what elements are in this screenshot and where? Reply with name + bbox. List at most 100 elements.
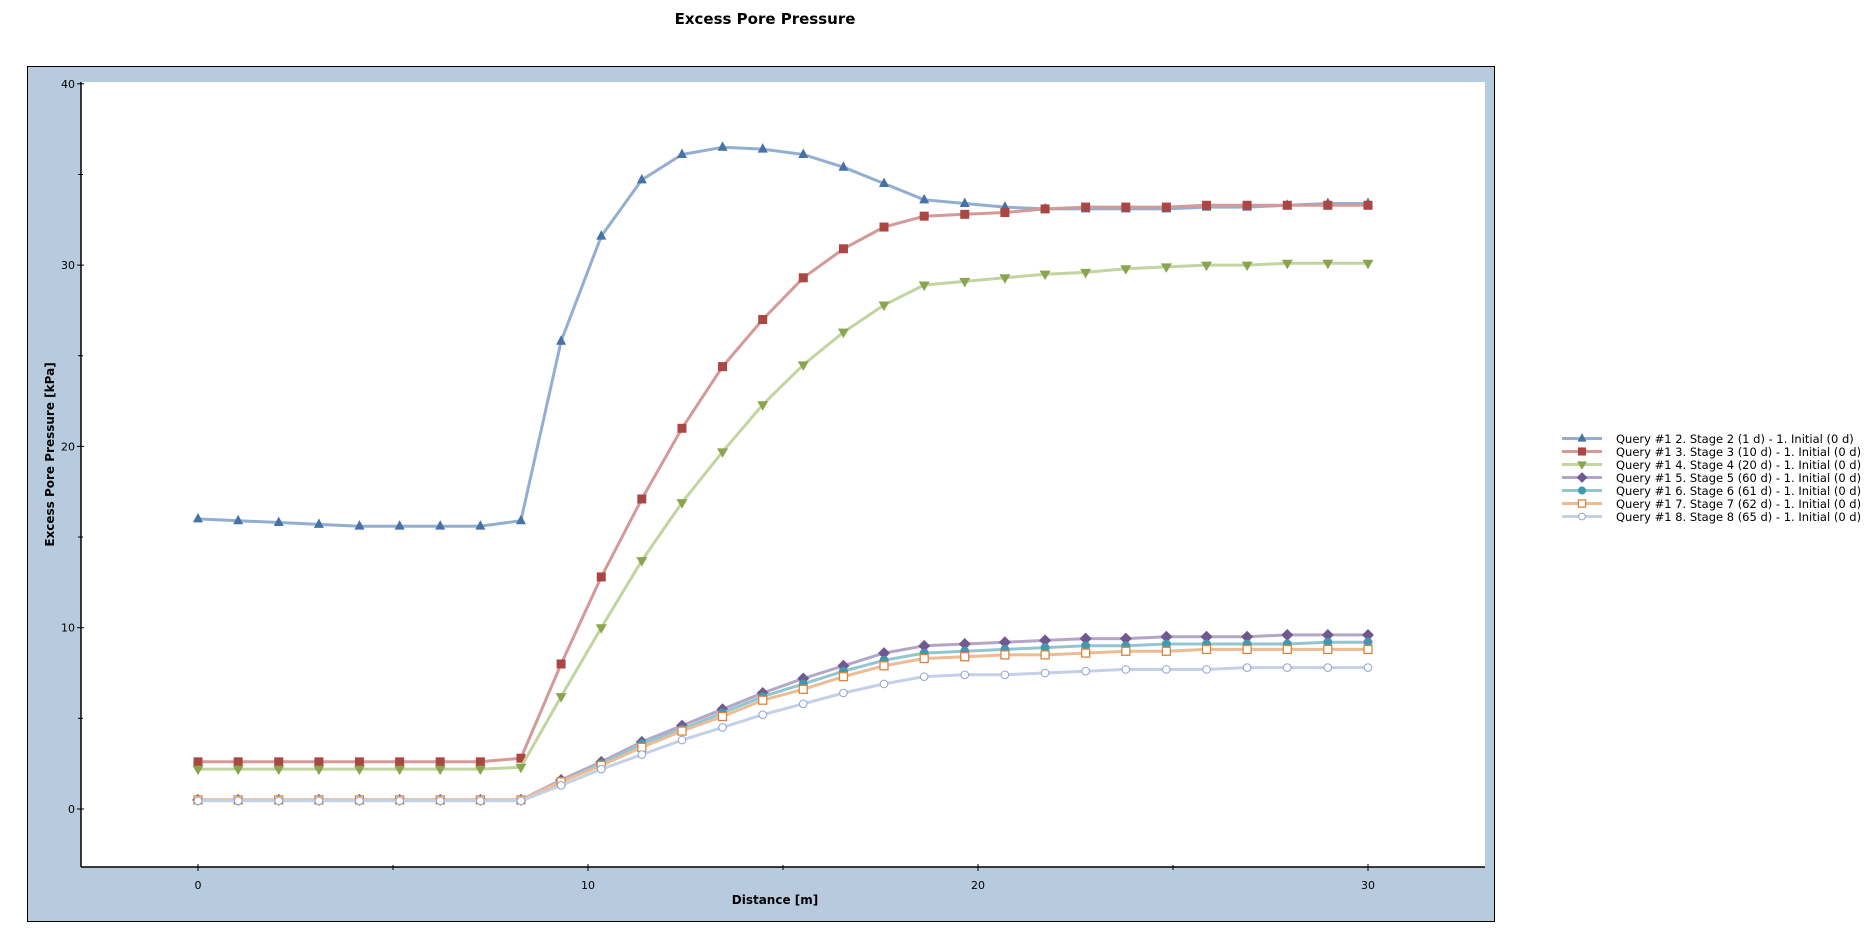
legend: Query #1 2. Stage 2 (1 d) - 1. Initial (… <box>1562 431 1862 524</box>
data-point <box>637 742 647 752</box>
data-point <box>395 796 404 806</box>
data-point <box>1000 650 1010 660</box>
legend-label: Query #1 2. Stage 2 (1 d) - 1. Initial (… <box>1616 431 1854 446</box>
data-point <box>1363 663 1373 672</box>
legend-item: Query #1 7. Stage 7 (62 d) - 1. Initial … <box>1562 497 1861 511</box>
data-point <box>960 652 970 662</box>
data-point <box>273 765 285 776</box>
data-point <box>1282 663 1292 672</box>
plot-background <box>81 82 1485 867</box>
data-point <box>1321 628 1334 641</box>
legend-diamond-icon <box>1562 472 1602 483</box>
data-point <box>1161 646 1172 656</box>
data-point <box>1162 665 1171 674</box>
data-point <box>677 423 687 433</box>
y-axis-title: Excess Pore Pressure [kPa] <box>43 362 57 546</box>
data-point <box>758 695 768 705</box>
series-line <box>198 203 1368 764</box>
data-point <box>192 765 204 776</box>
data-point <box>556 659 566 669</box>
data-point <box>637 750 647 759</box>
data-point <box>233 514 244 525</box>
legend-square-icon <box>1562 447 1602 456</box>
data-point <box>798 148 809 159</box>
data-point <box>595 624 607 634</box>
legend-triangle-down-icon <box>1562 461 1602 470</box>
data-point <box>798 684 808 694</box>
data-point <box>394 520 405 530</box>
data-point <box>1242 644 1252 655</box>
series-line <box>197 145 1368 528</box>
data-point <box>919 653 929 664</box>
data-point <box>1080 268 1092 279</box>
data-point <box>313 765 325 776</box>
legend-item: Query #1 5. Stage 5 (60 d) - 1. Initial … <box>1562 470 1862 485</box>
data-point <box>1363 200 1373 210</box>
data-point <box>1363 644 1373 655</box>
data-point <box>476 796 485 806</box>
legend-item: Query #1 3. Stage 3 (10 d) - 1. Initial … <box>1562 445 1861 459</box>
data-point <box>596 230 607 240</box>
data-point <box>1322 259 1334 270</box>
data-point <box>757 143 768 153</box>
data-point <box>839 688 848 698</box>
x-tick-label: 30 <box>1361 879 1375 892</box>
data-point <box>999 274 1011 284</box>
data-point <box>879 222 889 232</box>
data-point <box>193 512 203 523</box>
data-point <box>758 314 768 324</box>
data-point <box>274 757 284 767</box>
data-point <box>1323 200 1333 210</box>
data-point <box>1281 628 1294 641</box>
data-point <box>797 361 809 371</box>
data-point <box>1363 637 1373 647</box>
data-point <box>1081 202 1091 212</box>
data-point <box>232 765 244 776</box>
data-point <box>1362 628 1374 641</box>
data-point <box>193 757 203 767</box>
data-point <box>918 281 930 292</box>
y-tick-label: 30 <box>61 259 75 272</box>
data-point <box>1040 643 1050 653</box>
data-point <box>676 499 688 509</box>
data-point <box>1241 630 1254 643</box>
data-point <box>757 401 769 411</box>
data-point <box>434 765 446 776</box>
data-point <box>878 647 891 660</box>
y-tick-label: 10 <box>61 622 75 635</box>
data-point <box>1040 668 1050 678</box>
data-point <box>960 670 970 680</box>
data-point <box>354 520 365 530</box>
data-point <box>475 757 485 767</box>
data-point <box>555 693 567 703</box>
data-point <box>313 518 324 528</box>
data-point <box>879 661 889 671</box>
data-point <box>274 796 284 806</box>
x-tick-label: 20 <box>971 879 985 892</box>
data-point <box>474 765 486 776</box>
data-point <box>1282 644 1292 655</box>
data-point <box>1079 632 1092 645</box>
data-point <box>1080 648 1091 658</box>
legend-label: Query #1 5. Stage 5 (60 d) - 1. Initial … <box>1616 470 1862 485</box>
data-point <box>1081 641 1091 651</box>
data-point <box>677 735 687 745</box>
data-point <box>837 328 849 339</box>
data-point <box>636 557 648 567</box>
chart-title: Excess Pore Pressure <box>674 10 856 28</box>
data-point <box>435 520 446 530</box>
data-point <box>1040 650 1050 660</box>
data-point <box>1201 261 1213 272</box>
data-point <box>960 209 970 219</box>
data-point <box>879 177 890 188</box>
data-point <box>959 197 970 207</box>
data-point <box>959 277 971 288</box>
data-point <box>1323 644 1333 655</box>
data-point <box>1000 670 1010 680</box>
data-point <box>919 211 929 221</box>
y-tick-label: 0 <box>68 803 75 816</box>
data-point <box>1081 666 1090 676</box>
data-point <box>717 448 729 458</box>
data-point <box>1242 663 1252 672</box>
